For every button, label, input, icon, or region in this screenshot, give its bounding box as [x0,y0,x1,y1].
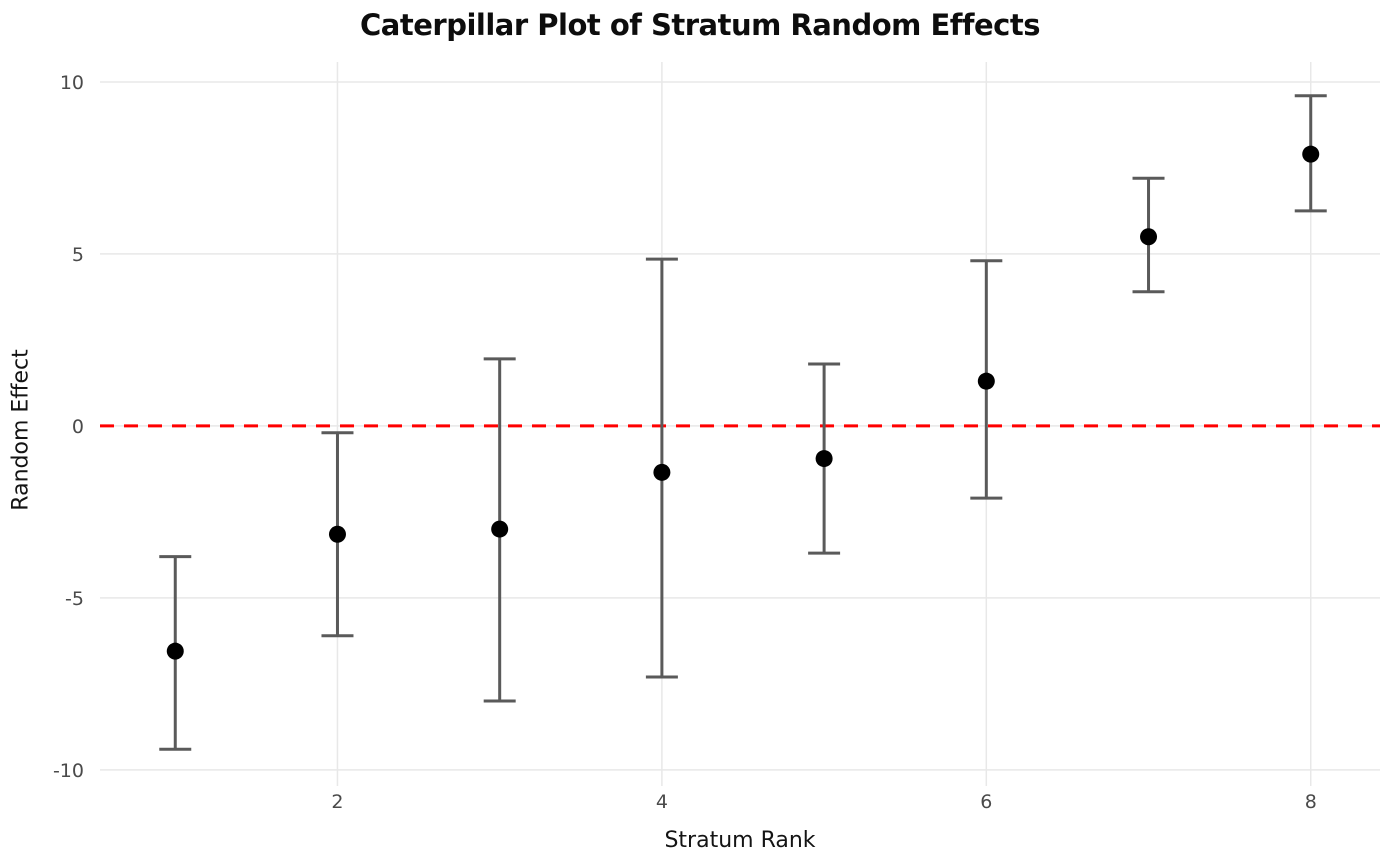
x-tick-label: 2 [331,791,343,813]
data-point [977,372,995,390]
data-point [166,642,184,660]
y-tick-label: -5 [65,588,84,610]
chart-title: Caterpillar Plot of Stratum Random Effec… [360,8,1040,42]
x-tick-label: 4 [656,791,668,813]
x-tick-label: 8 [1305,791,1317,813]
data-point [1302,145,1320,163]
data-point [491,520,509,538]
data-point [328,525,346,543]
y-tick-label: 0 [72,416,84,438]
y-tick-label: 5 [72,244,84,266]
data-point [653,463,671,481]
x-axis-label: Stratum Rank [664,828,816,853]
data-point [815,450,833,468]
x-tick-label: 6 [980,791,992,813]
y-tick-label: 10 [60,72,84,94]
y-axis-label: Random Effect [8,349,34,511]
y-tick-label: -10 [53,760,84,782]
data-point [1140,228,1158,246]
